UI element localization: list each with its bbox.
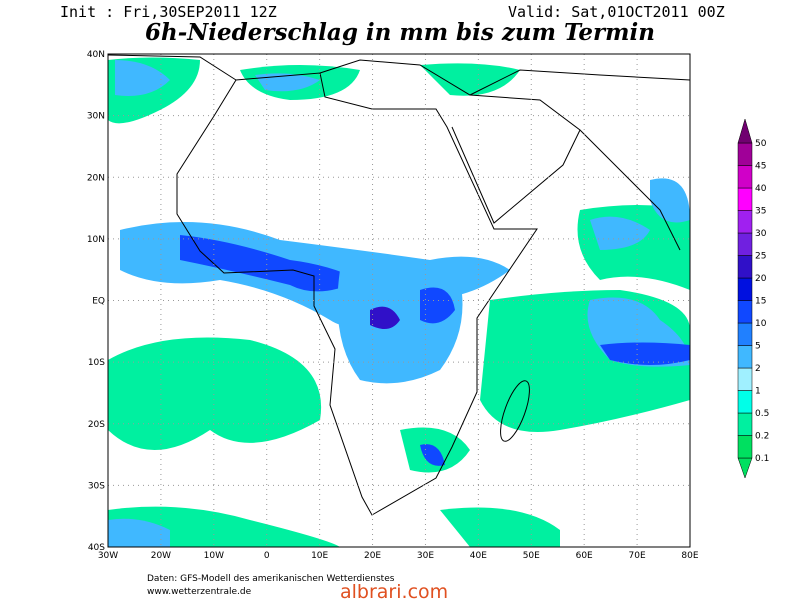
colorbar-label: 40 [755, 184, 767, 194]
lon-label: 60E [576, 551, 593, 561]
url: www.wetterzentrale.de [147, 587, 252, 597]
colorbar-label: 0.1 [755, 454, 769, 464]
lat-label: 40N [87, 50, 105, 60]
colorbar-label: 1 [755, 387, 761, 397]
colorbar-label: 5 [755, 342, 761, 352]
colorbar-band [737, 142, 753, 166]
lat-label: 40S [88, 543, 105, 553]
lat-label: 30N [87, 112, 105, 122]
colorbar-band [737, 277, 753, 301]
colorbar-band [737, 367, 753, 391]
source: Daten: GFS-Modell des amerikanischen Wet… [147, 574, 395, 584]
colorbar-label: 15 [755, 297, 766, 307]
colorbar-band [737, 412, 753, 436]
colorbar-label: 35 [755, 207, 766, 217]
lat-label: 20S [88, 420, 105, 430]
colorbar-label: 25 [755, 252, 766, 262]
colorbar-band [737, 435, 753, 459]
colorbar-band [737, 210, 753, 234]
map-frame [107, 53, 691, 548]
lat-label: 20N [87, 173, 105, 183]
valid-time: Valid: Sat,01OCT2011 00Z [508, 3, 725, 21]
lon-label: 30E [417, 551, 434, 561]
lon-label: 40E [470, 551, 487, 561]
lat-label: 10N [87, 235, 105, 245]
colorbar-band [737, 390, 753, 414]
title: 6h-Niederschlag in mm bis zum Termin [145, 19, 655, 46]
lat-label: 30S [88, 481, 105, 491]
colorbar-label: 0.5 [755, 409, 769, 419]
colorbar-label: 2 [755, 364, 761, 374]
colorbar-band [737, 322, 753, 346]
colorbar-end [737, 118, 753, 144]
precipitation [108, 57, 690, 547]
lon-label: 10E [311, 551, 328, 561]
colorbar-label: 30 [755, 229, 767, 239]
init-time: Init : Fri,30SEP2011 12Z [60, 3, 277, 21]
lon-label: 20W [151, 551, 171, 561]
lon-label: 0 [264, 551, 270, 561]
lat-label: 10S [88, 358, 105, 368]
colorbar-band [737, 345, 753, 369]
colorbar-band [737, 300, 753, 324]
colorbar-label: 20 [755, 274, 767, 284]
colorbar-label: 45 [755, 162, 766, 172]
lat-label: EQ [92, 297, 105, 307]
lon-label: 10W [204, 551, 224, 561]
coastlines [107, 54, 691, 516]
lon-label: 20E [364, 551, 381, 561]
lon-label: 80E [681, 551, 698, 561]
lon-label: 70E [629, 551, 646, 561]
colorbar-band [737, 255, 753, 279]
lon-label: 50E [523, 551, 540, 561]
colorbar-band [737, 232, 753, 256]
colorbar-band [737, 165, 753, 189]
colorbar-band [737, 187, 753, 211]
watermark: albrari.com [340, 581, 448, 600]
colorbar-label: 10 [755, 319, 767, 329]
colorbar-label: 50 [755, 139, 767, 149]
colorbar-label: 0.2 [755, 432, 769, 442]
lon-label: 30W [98, 551, 118, 561]
